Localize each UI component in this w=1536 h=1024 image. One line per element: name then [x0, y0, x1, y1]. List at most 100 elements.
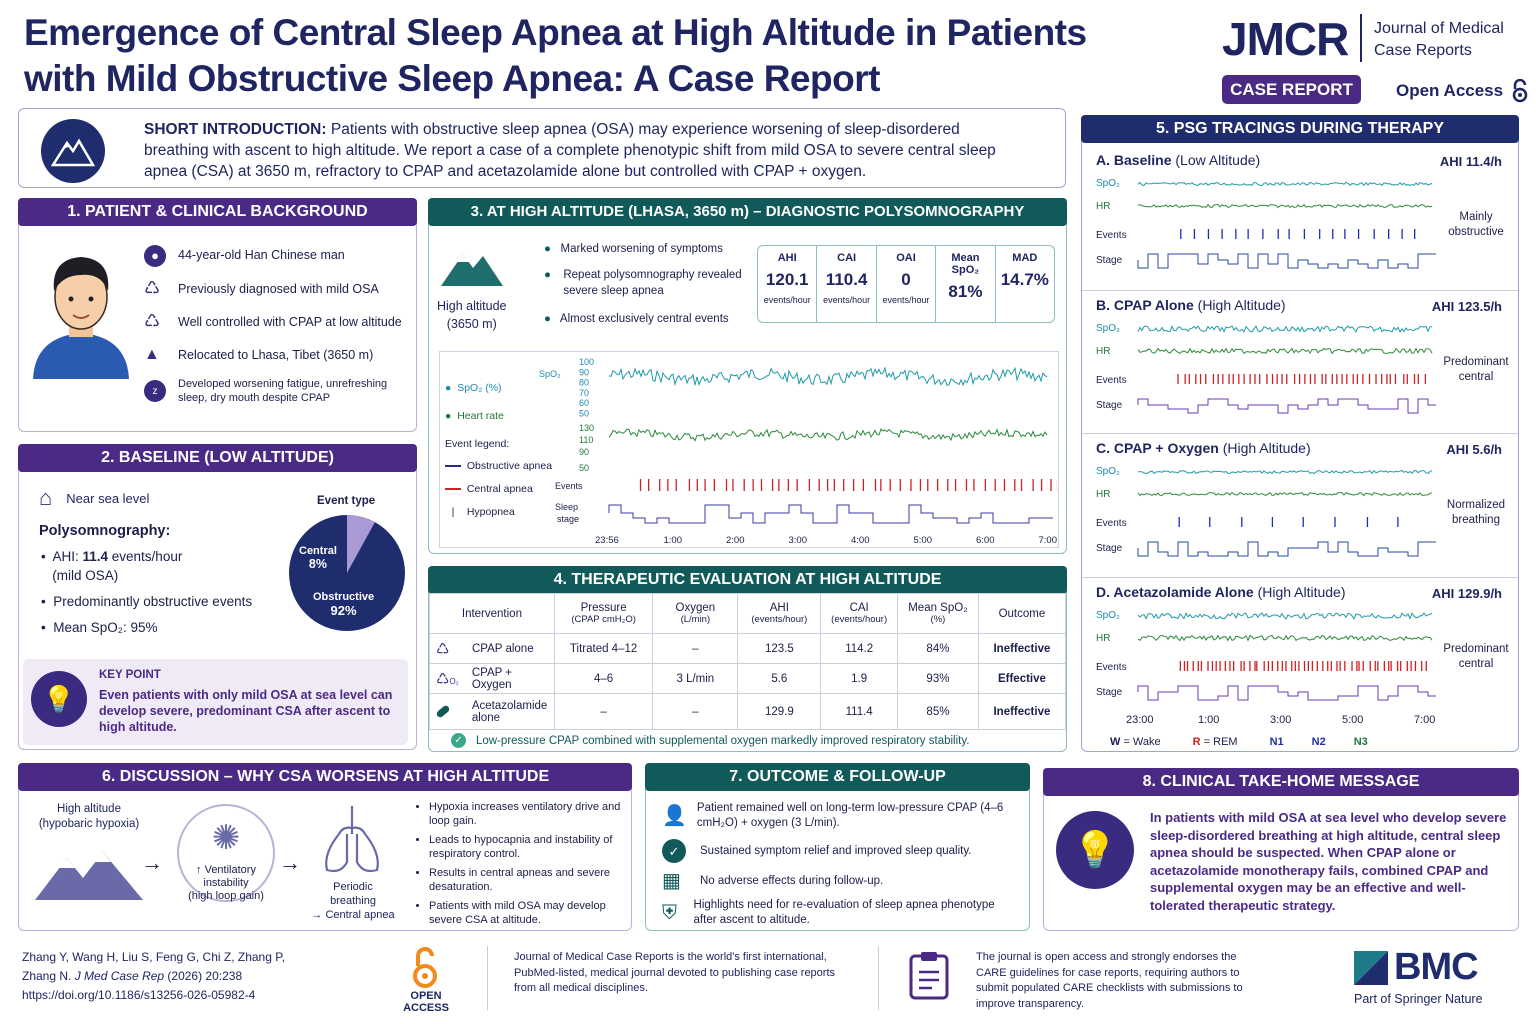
stat-cell: AHI 120.1 events/hour [758, 246, 816, 322]
panel-ahi: AHI 123.5/h [1431, 298, 1502, 314]
stat-label: OAI [896, 252, 916, 264]
tracing-chart: SpO₂ HR Events Stage [1096, 323, 1436, 413]
page-title: Emergence of Central Sleep Apnea at High… [24, 12, 1087, 99]
tracing-panel: C. CPAP + Oxygen (High Altitude) AHI 5.6/… [1082, 433, 1518, 575]
column-header: AHI (events/hour) [737, 593, 822, 634]
spo2-tick: 100 [579, 357, 594, 367]
therapy-note: ✓ Low-pressure CPAP combined with supplem… [451, 733, 969, 748]
mountains-icon [35, 852, 143, 900]
list-item-text: Marked worsening of symptoms [560, 243, 723, 255]
legend-oa: Obstructive apnea [445, 459, 552, 473]
tracing-chart: SpO₂ HR Events Stage [1096, 466, 1436, 557]
stat-label: MAD [1012, 252, 1038, 264]
list-item: z Developed worsening fatigue, unrefreshi… [144, 371, 414, 411]
column-header-title: Pressure [580, 602, 627, 614]
shield-icon: ⛨ [662, 901, 677, 924]
hypnogram-trace [1137, 685, 1436, 700]
table-header-row: Intervention Pressure (CPAP cmH₂O) Oxygen (L… [429, 593, 1067, 634]
table-row: Acetazolamide alone – –129.9 111.4 85% Ineffe… [429, 693, 1067, 730]
list-item: ● 44-year-old Han Chinese man [144, 239, 414, 272]
hr-trace [1137, 634, 1433, 642]
list-item: ● Almost exclusively central events [544, 313, 729, 325]
spo2-tick: 80 [579, 378, 589, 388]
pie-title: Event type [317, 495, 376, 507]
section-8-header: 8. CLINICAL TAKE-HOME MESSAGE [1043, 768, 1519, 796]
stage-legend-item: N1 [1270, 734, 1284, 750]
oa-2: ACCESS [403, 1002, 449, 1014]
column-header-title: Outcome [998, 607, 1046, 620]
per-2: breathing [330, 895, 376, 907]
stage-desc: = REM [1200, 736, 1238, 748]
column-header: CAI (events/hour) [820, 593, 899, 634]
outcome-panel: 7. OUTCOME & FOLLOW-UP 👤 Patient remained… [645, 763, 1030, 931]
obstructive-label: Obstructive [313, 591, 375, 603]
table-cell: 1.9 [820, 663, 899, 694]
column-header-unit: (%) [930, 614, 946, 625]
panel-condition: (High Altitude) [1222, 440, 1311, 456]
list-item: Hypoxia increases ventilatory drive and … [429, 800, 625, 828]
lightbulb-icon: 💡 [1056, 811, 1134, 889]
doi-link[interactable]: https://doi.org/10.1186/s13256-026-05982… [22, 988, 256, 1002]
panel-title: C. CPAP + Oxygen (High Altitude) [1096, 440, 1311, 456]
section-1-header: 1. PATIENT & CLINICAL BACKGROUND [18, 198, 417, 226]
cpap-mask-icon: ♺ [436, 640, 450, 658]
patient-avatar-icon [33, 257, 129, 379]
panel-condition: (High Altitude) [1197, 296, 1286, 313]
legend-event-title: Event legend: [445, 438, 510, 450]
tracing-panel: B. CPAP Alone (High Altitude) AHI 123.5/h… [1082, 289, 1518, 432]
column-header-title: AHI [769, 602, 789, 614]
footer-divider [878, 946, 879, 1010]
key-point-label: KEY POINT [99, 669, 161, 681]
panel-condition: (Low Altitude) [1175, 152, 1261, 168]
list-item: 👤 Patient remained well on long-term low-… [662, 796, 1017, 836]
care-guidelines: The journal is open access and strongly … [976, 951, 1243, 1010]
stat-cell: OAI 0 events/hour [875, 246, 935, 322]
arrow-icon: → [279, 850, 301, 875]
citation: Zhang Y, Wang H, Liu S, Feng G, Chi Z, Z… [22, 948, 322, 1005]
table-cell: Titrated 4–12 [553, 633, 654, 664]
section-6-header: 6. DISCUSSION – WHY CSA WORSENS AT HIGH … [18, 763, 632, 791]
list-item: Leads to hypocapnia and instability of r… [429, 833, 625, 861]
background-list: ● 44-year-old Han Chinese man ♺ Previously… [144, 239, 414, 411]
stat-label: AHI [777, 252, 797, 264]
table-cell: ♺O₂ CPAP + Oxygen [429, 663, 555, 694]
discussion-bullets: Hypoxia increases ventilatory drive and … [415, 800, 625, 927]
cite-author: Zhang N. [22, 969, 75, 983]
hr-tick: 130 [579, 423, 594, 433]
baseline-bullets: • AHI: 11.4 events/hour (mild OSA) • Pre… [41, 547, 281, 637]
table-cell: 5.6 [737, 663, 822, 694]
column-header-unit: (L/min) [680, 614, 711, 625]
alt-sub: (hypobaric hypoxia) [38, 818, 140, 830]
pill-icon [432, 703, 462, 719]
table-cell: Effective [977, 663, 1067, 694]
list-item: ▲ Relocated to Lhasa, Tibet (3650 m) [144, 338, 414, 371]
stat-unit: events/hour [763, 295, 811, 305]
list-item-text: Patient remained well on long-term low-p… [696, 802, 1004, 829]
panel-note: Normalized breathing [1446, 499, 1506, 526]
list-item: ✓ Sustained symptom relief and improved s… [662, 836, 1017, 866]
list-item-text: Relocated to Lhasa, Tibet (3650 m) [178, 347, 374, 362]
column-header: Mean SpO₂ (%) [897, 593, 979, 634]
column-header-title: Oxygen [675, 602, 716, 614]
ahi-label: AHI: [52, 549, 83, 564]
take-home-text: In patients with mild OSA at sea level w… [1150, 810, 1507, 913]
list-item-text: 44-year-old Han Chinese man [178, 248, 345, 262]
cpap-mask-icon: ♺ [144, 311, 161, 331]
legend-hy-text: Hypopnea [466, 506, 515, 518]
ahi-value: 11.4 [82, 549, 109, 564]
obstructive-pct: 92% [330, 603, 357, 618]
baseline-spo2: • Mean SpO₂: 95% [41, 620, 158, 635]
stat-value: 120.1 [765, 270, 809, 289]
spo2-label: SpO₂ [1096, 610, 1120, 621]
stat-unit: events/hour [882, 295, 930, 305]
vent-3: (high loop gain) [188, 890, 264, 902]
panel-name: A. Baseline [1096, 152, 1172, 168]
time-tick: 7:00 [1039, 535, 1058, 545]
stage-desc: = Wake [1120, 736, 1161, 748]
journal-logo: JMCR [1222, 13, 1349, 65]
event-type-pie-chart [289, 515, 405, 631]
intervention-name: CPAP alone [472, 642, 534, 655]
hypnogram-trace [1137, 541, 1436, 557]
list-item-text: Previously diagnosed with mild OSA [178, 281, 379, 296]
legend-ca: Central apnea [445, 482, 552, 496]
